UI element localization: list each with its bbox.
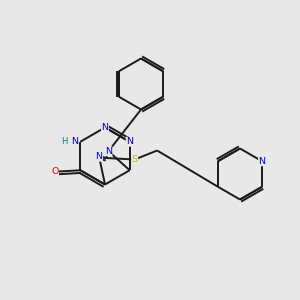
Text: N: N — [105, 147, 112, 156]
Text: N: N — [96, 152, 103, 161]
Text: O: O — [51, 167, 59, 176]
Text: N: N — [71, 137, 78, 146]
Text: S: S — [132, 155, 138, 164]
Text: H: H — [61, 137, 67, 146]
Text: N: N — [101, 123, 109, 132]
Text: N: N — [259, 157, 266, 166]
Text: N: N — [126, 137, 133, 146]
